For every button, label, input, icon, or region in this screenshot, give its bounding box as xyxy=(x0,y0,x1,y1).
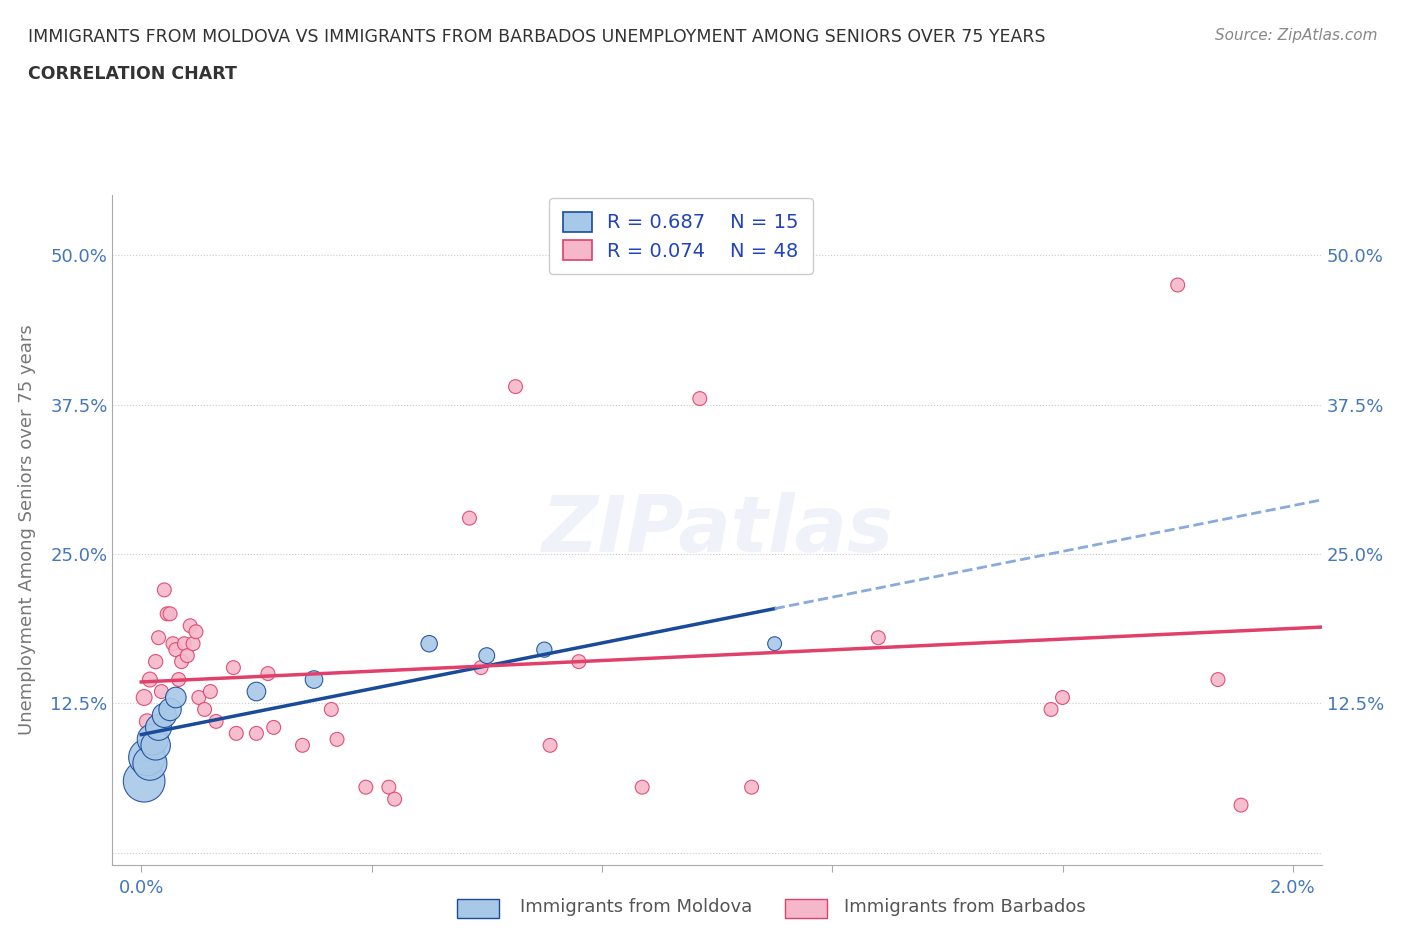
Point xyxy=(222,660,245,675)
Point xyxy=(1206,672,1229,687)
Point xyxy=(173,636,195,651)
Point xyxy=(1167,277,1189,292)
Point xyxy=(181,636,204,651)
Point xyxy=(533,643,555,658)
Point xyxy=(145,654,167,669)
Point xyxy=(378,779,401,794)
Point xyxy=(321,702,343,717)
Point xyxy=(194,702,217,717)
Point xyxy=(1040,702,1063,717)
Legend: R = 0.687    N = 15, R = 0.074    N = 48: R = 0.687 N = 15, R = 0.074 N = 48 xyxy=(550,198,813,274)
Point xyxy=(148,631,170,645)
Point xyxy=(159,702,181,717)
Point xyxy=(184,624,207,639)
Text: ZIPatlas: ZIPatlas xyxy=(541,492,893,568)
Point xyxy=(458,511,481,525)
Point xyxy=(139,672,162,687)
Point xyxy=(631,779,654,794)
Point xyxy=(205,714,228,729)
Point xyxy=(225,726,247,741)
Point xyxy=(384,791,406,806)
Point xyxy=(150,684,173,699)
Point xyxy=(475,648,498,663)
Point xyxy=(257,666,280,681)
Point xyxy=(179,618,201,633)
Point xyxy=(142,737,165,752)
Point xyxy=(354,779,377,794)
Point xyxy=(170,654,193,669)
Point xyxy=(145,737,167,752)
Point xyxy=(868,631,890,645)
Point xyxy=(245,684,267,699)
Point xyxy=(142,732,165,747)
Point xyxy=(136,750,159,764)
Point xyxy=(156,606,179,621)
Point xyxy=(136,714,159,729)
Text: Source: ZipAtlas.com: Source: ZipAtlas.com xyxy=(1215,28,1378,43)
Point xyxy=(162,636,184,651)
Point xyxy=(741,779,763,794)
Point xyxy=(763,636,786,651)
Point xyxy=(176,648,198,663)
Point xyxy=(165,643,187,658)
Point xyxy=(187,690,209,705)
Point xyxy=(134,774,156,789)
Point xyxy=(148,720,170,735)
Point xyxy=(291,737,314,752)
Point xyxy=(153,582,176,597)
Text: IMMIGRANTS FROM MOLDOVA VS IMMIGRANTS FROM BARBADOS UNEMPLOYMENT AMONG SENIORS O: IMMIGRANTS FROM MOLDOVA VS IMMIGRANTS FR… xyxy=(28,28,1046,46)
Point xyxy=(200,684,222,699)
Point xyxy=(134,690,156,705)
Point xyxy=(418,636,440,651)
Point xyxy=(245,726,267,741)
Point xyxy=(263,720,285,735)
Text: Immigrants from Moldova: Immigrants from Moldova xyxy=(520,897,752,916)
Point xyxy=(139,756,162,771)
Point xyxy=(538,737,561,752)
Point xyxy=(153,708,176,723)
Point xyxy=(159,606,181,621)
Point xyxy=(326,732,349,747)
Text: CORRELATION CHART: CORRELATION CHART xyxy=(28,65,238,83)
Point xyxy=(505,379,527,394)
Point xyxy=(165,690,187,705)
Point xyxy=(568,654,591,669)
Point xyxy=(167,672,190,687)
Text: Immigrants from Barbados: Immigrants from Barbados xyxy=(844,897,1085,916)
Y-axis label: Unemployment Among Seniors over 75 years: Unemployment Among Seniors over 75 years xyxy=(18,325,37,736)
Point xyxy=(1230,798,1253,813)
Point xyxy=(1052,690,1074,705)
Point xyxy=(470,660,492,675)
Point xyxy=(302,672,325,687)
Point xyxy=(689,392,711,406)
